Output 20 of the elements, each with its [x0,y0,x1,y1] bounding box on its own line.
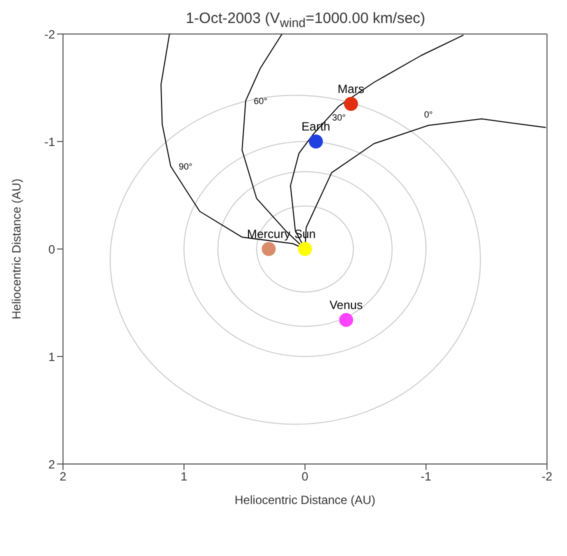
chart-title: 1-Oct-2003 (V$_{wind}$=1000.00 km/sec) [184,10,426,30]
x-axis-title: Heliocentric Distance (AU) [234,493,376,507]
annotation: 90° [178,161,193,172]
x-tick-label: -1 [420,470,432,484]
x-tick-label: 0 [302,470,309,484]
series-label: Mars [338,82,364,96]
y-tick-label: -2 [44,27,56,42]
annotation: 0° [424,109,434,120]
annotation: 30° [332,112,346,122]
x-tick-label: 1 [180,470,188,484]
y-axis-title: Heliocentric Distance (AU) [9,178,24,320]
y-tick-label: 0 [48,242,56,256]
y-tick-label: -1 [44,134,56,149]
y-tick-label: 2 [48,457,56,472]
annotation: 60° [254,96,268,106]
series-label: Venus [329,298,363,312]
y-tick-label: 1 [48,350,56,364]
x-tick-label: 2 [60,470,67,484]
series-label: Mercury [247,227,290,241]
x-tick-label: -2 [542,470,553,484]
